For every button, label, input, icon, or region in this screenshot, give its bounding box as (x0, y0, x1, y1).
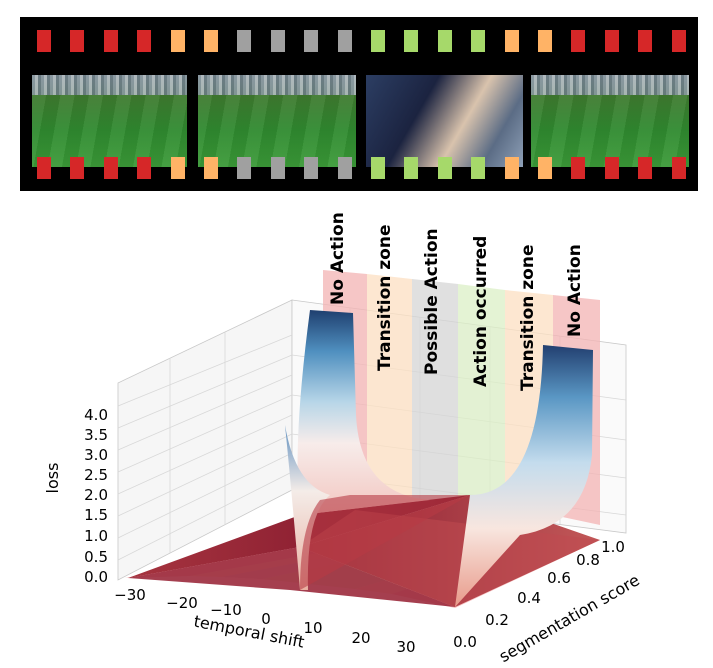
bottom-sprocket-hole (270, 157, 285, 179)
frame-soccer-wide-1 (32, 75, 187, 167)
top-sprocket-hole (538, 30, 552, 52)
top-sprocket-hole (671, 30, 686, 52)
loss-surface-plot: No Action Transition zone Possible Actio… (43, 212, 643, 666)
zone-label-possible-action: Possible Action (422, 228, 442, 375)
top-sprocket-hole (337, 30, 352, 52)
z-tick: 1.0 (84, 527, 108, 545)
top-sprocket-hole (437, 30, 452, 52)
y-tick: 0.8 (576, 551, 600, 569)
zone-label-transition-right: Transition zone (518, 245, 538, 392)
bottom-sprocket-hole (371, 157, 385, 179)
y-tick: 0.0 (453, 633, 477, 651)
top-sprocket-hole (304, 30, 319, 52)
bottom-sprocket-hole (571, 157, 586, 179)
top-sprocket-hole (204, 30, 218, 52)
bottom-sprocket-hole (471, 157, 486, 179)
frame-soccer-wide-2 (198, 75, 356, 167)
bottom-sprocket-hole (137, 157, 152, 179)
loss-surface (128, 310, 600, 607)
top-sprocket-hole (37, 30, 51, 52)
z-tick: 2.5 (84, 466, 108, 484)
top-sprocket-hole (237, 30, 252, 52)
z-axis-label: loss (43, 463, 62, 494)
y-tick: 1.0 (601, 538, 625, 556)
z-tick: 3.5 (84, 426, 108, 444)
bottom-sprocket-hole (37, 157, 51, 179)
top-sprocket-hole (270, 30, 285, 52)
x-tick: −30 (114, 586, 146, 604)
bottom-sprocket-hole (671, 157, 686, 179)
top-sprocket-hole (471, 30, 486, 52)
top-sprocket-hole (571, 30, 586, 52)
bottom-sprocket-hole (103, 157, 118, 179)
zone-label-action-occurred: Action occurred (471, 236, 491, 387)
x-tick: 10 (303, 619, 322, 637)
bottom-sprocket-hole (538, 157, 552, 179)
x-tick: −20 (166, 594, 198, 612)
bottom-sprocket-hole (237, 157, 252, 179)
z-tick: 0.5 (84, 548, 108, 566)
frame-soccer-wide-scoreboard (531, 75, 689, 167)
y-tick: 0.4 (517, 589, 541, 607)
filmstrip (20, 17, 698, 191)
y-tick: 0.2 (485, 611, 509, 629)
top-sprocket-hole (638, 30, 653, 52)
z-tick: 4.0 (84, 406, 108, 424)
top-sprocket-hole (604, 30, 619, 52)
bottom-sprocket-hole (70, 157, 85, 179)
bottom-sprocket-hole (437, 157, 452, 179)
x-tick: 20 (351, 629, 370, 647)
x-axis-label: temporal shift (192, 612, 306, 652)
zone-label-no-action-right: No Action (565, 244, 585, 337)
z-tick: 2.0 (84, 486, 108, 504)
y-tick: 0.6 (547, 569, 571, 587)
zone-labels: No Action Transition zone Possible Actio… (328, 212, 585, 391)
bottom-sprocket-hole (304, 157, 319, 179)
z-tick: 1.5 (84, 506, 108, 524)
zone-label-transition-left: Transition zone (375, 225, 395, 372)
zone-label-no-action-left: No Action (328, 212, 348, 305)
top-sprocket-hole (504, 30, 519, 52)
bottom-sprocket-hole (504, 157, 519, 179)
bottom-sprocket-hole (337, 157, 352, 179)
top-sprocket-hole (103, 30, 118, 52)
bottom-sprocket-hole (404, 157, 419, 179)
x-tick: 0 (261, 610, 271, 628)
top-sprocket-hole (170, 30, 185, 52)
top-sprocket-hole (404, 30, 419, 52)
z-axis: 0.0 0.5 1.0 1.5 2.0 2.5 3.0 3.5 4.0 loss (43, 406, 108, 586)
z-tick: 0.0 (84, 568, 108, 586)
bottom-sprocket-hole (204, 157, 218, 179)
top-sprocket-hole (371, 30, 385, 52)
bottom-sprocket-hole (170, 157, 185, 179)
z-tick: 3.0 (84, 446, 108, 464)
top-sprocket-hole (137, 30, 152, 52)
x-tick: 30 (396, 638, 415, 656)
frame-player-close-up (366, 75, 523, 167)
bottom-sprocket-hole (638, 157, 653, 179)
x-tick: −10 (210, 601, 242, 619)
top-sprocket-hole (70, 30, 85, 52)
bottom-sprocket-hole (604, 157, 619, 179)
